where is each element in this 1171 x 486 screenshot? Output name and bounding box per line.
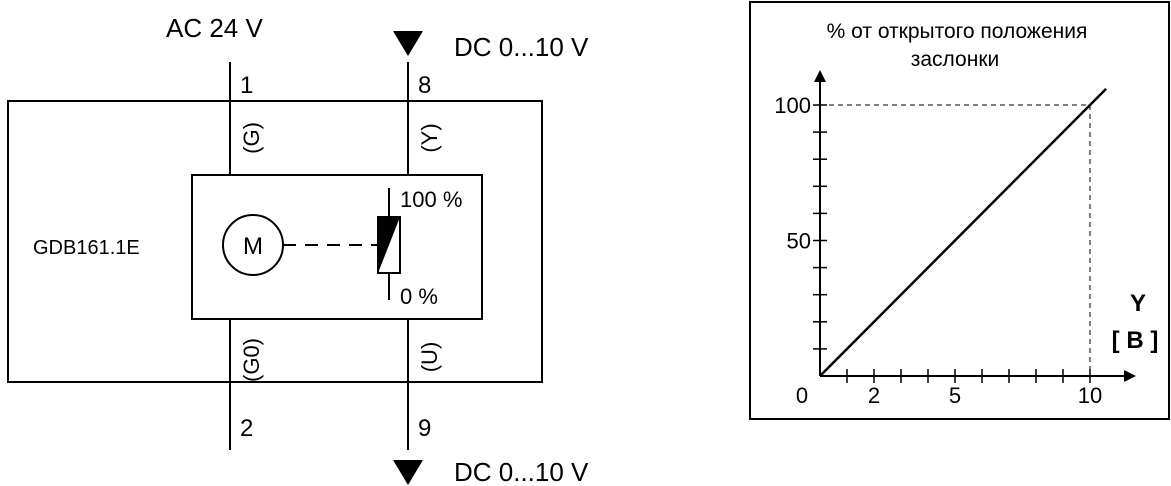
chart-title-line1: % от открытого положения — [827, 20, 1088, 43]
wire-u-label: (U) — [417, 342, 442, 373]
device-inner-box — [191, 174, 483, 320]
wire-y-label: (Y) — [417, 123, 442, 152]
characteristic-chart: % от открытого положения заслонки Y [ B … — [749, 1, 1170, 420]
wiring-diagram: AC 24 V DC 0...10 V DC 0...10 V 1 8 2 9 … — [7, 13, 589, 486]
device-outer-box — [7, 100, 543, 383]
motor-label: M — [243, 233, 263, 260]
x-axis-label-line2: [ B ] — [1112, 327, 1159, 354]
x-axis-label-line1: Y — [1130, 290, 1146, 317]
terminal-9: 9 — [418, 415, 431, 442]
chart-frame — [749, 1, 1170, 420]
chart-plot-area: 0 2 5 10 50 100 — [774, 70, 1136, 408]
y-axis-arrow — [814, 70, 826, 82]
y-tick-label: 100 — [774, 93, 811, 118]
series-line — [819, 87, 1108, 377]
pot-top-label: 100 % — [400, 187, 462, 212]
y-tick-label: 50 — [787, 229, 811, 254]
signal-out-arrow — [393, 460, 423, 485]
signal-out-label: DC 0...10 V — [454, 457, 589, 486]
wire-g-label: (G) — [239, 122, 264, 154]
terminal-8: 8 — [418, 72, 431, 99]
signal-in-label: DC 0...10 V — [454, 32, 589, 62]
x-tick-label: 2 — [868, 383, 880, 408]
terminal-2: 2 — [240, 415, 253, 442]
feedback-potentiometer — [377, 188, 401, 300]
x-axis-arrow — [1124, 370, 1136, 382]
x-tick-label: 0 — [796, 383, 808, 408]
supply-label: AC 24 V — [166, 13, 263, 43]
wire-g0-label: (G0) — [239, 338, 264, 382]
signal-in-arrow — [393, 31, 423, 56]
pot-bottom-label: 0 % — [400, 284, 438, 309]
x-tick-label: 10 — [1078, 383, 1102, 408]
x-tick-label: 5 — [949, 383, 961, 408]
chart-title-line2: заслонки — [911, 48, 1000, 71]
terminal-1: 1 — [240, 72, 253, 99]
device-name: GDB161.1E — [33, 237, 140, 259]
